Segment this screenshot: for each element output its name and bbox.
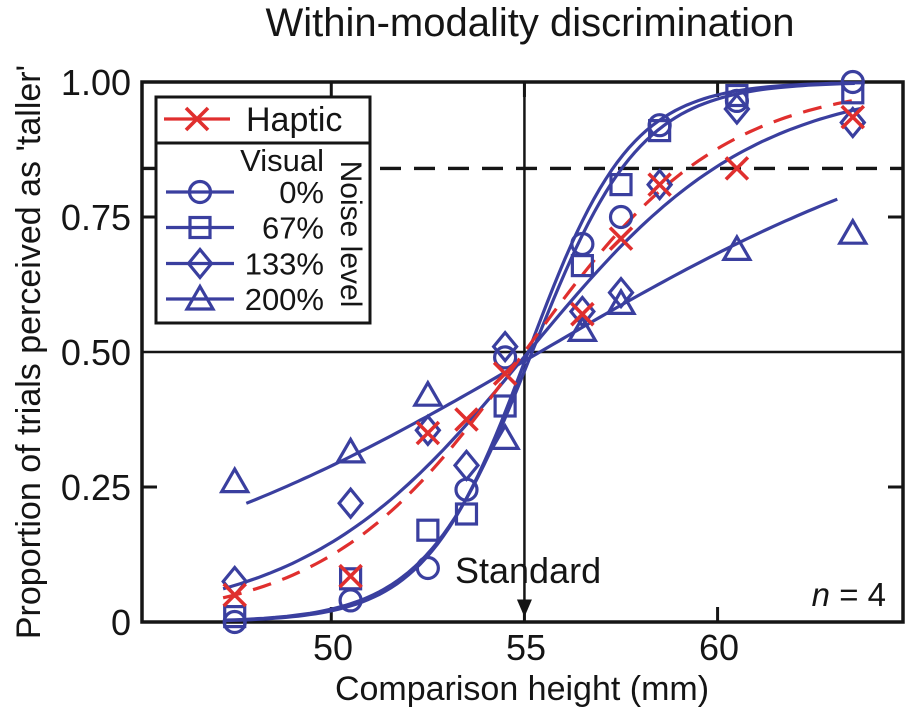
marker-haptic — [647, 172, 672, 197]
plot-area — [140, 69, 905, 635]
y-axis-label: Proportion of trials perceived as 'talle… — [10, 65, 48, 639]
n-annotation-italic: n — [812, 576, 830, 613]
marker-haptic — [222, 582, 247, 608]
legend-circle-icon — [187, 179, 213, 205]
fit-curve-visual-133-noise — [222, 106, 861, 591]
marker-visual-67-noise — [648, 118, 672, 143]
marker-visual-67-noise — [609, 173, 633, 197]
y-tick-label-100: 1.00 — [61, 62, 131, 103]
marker-visual-67-noise — [570, 254, 594, 278]
legend-square-icon — [188, 215, 212, 240]
marker-visual-200-noise — [721, 233, 753, 261]
legend-diamond-icon — [186, 246, 214, 281]
marker-visual-200-noise — [605, 287, 637, 315]
y-tick-label-075: 0.75 — [61, 197, 131, 238]
y-tick-label-050: 0.50 — [61, 332, 131, 373]
legend-item-133pct-label: 133% — [245, 247, 324, 282]
marker-visual-200-noise — [412, 379, 444, 407]
plot-frame — [140, 80, 905, 624]
legend-item-67pct-label: 67% — [262, 211, 324, 246]
marker-visual-133-noise — [337, 486, 365, 520]
chart-title: Within-modality discrimination — [265, 1, 794, 45]
marker-haptic — [454, 407, 479, 432]
marker-visual-200-noise — [837, 217, 869, 245]
x-tick-label-50: 50 — [313, 627, 353, 668]
marker-visual-200-noise — [566, 314, 599, 342]
y-tick-label-025: 0.25 — [61, 467, 131, 508]
marker-visual-0-noise — [493, 345, 518, 370]
legend-box — [154, 95, 372, 325]
marker-visual-133-noise — [452, 448, 481, 482]
n-annotation-rest: = 4 — [830, 576, 886, 613]
legend: Haptic Visual 0% 67% 133% 200% Noise lev… — [154, 95, 372, 325]
marker-visual-133-noise — [839, 105, 867, 140]
marker-haptic — [492, 361, 518, 386]
fit-curve-haptic — [222, 98, 855, 600]
marker-visual-67-noise — [338, 567, 363, 591]
x-axis-label: Comparison height (mm) — [335, 670, 709, 708]
marker-visual-133-noise — [491, 330, 519, 364]
marker-visual-67-noise — [416, 518, 440, 542]
marker-haptic — [415, 420, 441, 446]
marker-visual-0-noise — [415, 555, 440, 581]
y-tick-label-0: 0 — [111, 602, 131, 643]
marker-visual-67-noise — [223, 604, 247, 629]
legend-haptic-label: Haptic — [246, 101, 342, 139]
marker-haptic — [724, 156, 750, 181]
legend-marker-glyphs — [164, 106, 234, 311]
legend-item-200pct-label: 200% — [245, 282, 324, 317]
standard-annotation: Standard — [455, 550, 601, 591]
marker-visual-200-noise — [218, 465, 251, 494]
marker-haptic — [608, 226, 634, 251]
legend-item-0pct-label: 0% — [279, 175, 324, 210]
marker-visual-133-noise — [607, 276, 635, 310]
legend-triangle-icon — [184, 283, 216, 311]
legend-noise-level-header: Noise level — [334, 161, 367, 308]
marker-visual-133-noise — [646, 168, 674, 202]
marker-visual-200-noise — [489, 422, 521, 450]
figure-text: Within-modality discrimination Proportio… — [10, 1, 886, 708]
marker-haptic — [840, 104, 866, 130]
n-annotation: n = 4 — [812, 576, 886, 613]
marker-visual-0-noise — [608, 204, 634, 230]
marker-visual-67-noise — [841, 81, 865, 105]
legend-haptic-x-icon — [184, 106, 210, 132]
x-tick-label-55: 55 — [506, 627, 546, 668]
marker-visual-200-noise — [334, 436, 367, 464]
fit-curve-visual-0-noise — [223, 81, 855, 623]
marker-visual-67-noise — [493, 394, 517, 418]
marker-visual-67-noise — [454, 502, 479, 526]
fit-curve-visual-67-noise — [223, 81, 855, 622]
marker-haptic — [338, 563, 363, 589]
marker-visual-67-noise — [725, 83, 749, 108]
marker-haptic — [570, 301, 595, 327]
x-tick-label-60: 60 — [699, 627, 739, 668]
marker-visual-133-noise — [723, 92, 751, 126]
legend-visual-header: Visual — [240, 143, 324, 178]
